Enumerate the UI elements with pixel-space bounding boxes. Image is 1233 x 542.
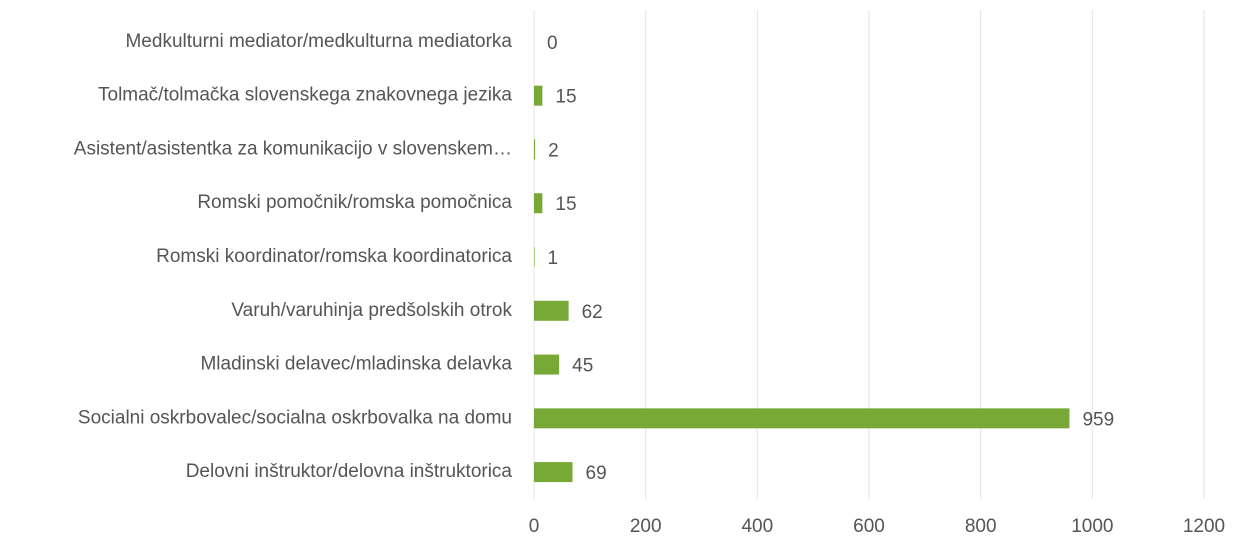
x-tick-label: 400: [741, 516, 773, 537]
y-tick-label: Tolmač/tolmačka slovenskega znakovnega j…: [98, 85, 512, 106]
y-tick-label: Romski koordinator/romska koordinatorica: [156, 246, 512, 267]
y-tick-label: Socialni oskrbovalec/socialna oskrbovalk…: [78, 407, 512, 428]
bar: [534, 193, 543, 214]
x-tick-label: 0: [529, 516, 540, 537]
data-label: 0: [547, 33, 558, 54]
bar: [534, 462, 573, 483]
bar: [534, 408, 1070, 429]
y-tick-label: Delovni inštruktor/delovna inštruktorica: [186, 461, 513, 482]
x-tick-label: 200: [630, 516, 662, 537]
data-label: 15: [555, 194, 576, 215]
x-tick-label: 600: [853, 516, 885, 537]
x-tick-label: 1000: [1071, 516, 1113, 537]
data-label: 1: [548, 248, 559, 269]
data-label: 2: [548, 140, 559, 161]
x-tick-label: 1200: [1183, 516, 1225, 537]
data-label: 15: [555, 87, 576, 108]
y-tick-label: Mladinski delavec/mladinska delavka: [200, 354, 512, 375]
y-tick-label: Varuh/varuhinja predšolskih otrok: [231, 300, 512, 321]
data-label: 69: [586, 463, 607, 484]
bar: [534, 354, 560, 375]
x-tick-label: 800: [965, 516, 997, 537]
bar: [534, 300, 569, 321]
data-label: 45: [572, 356, 593, 377]
bar: [534, 139, 536, 160]
y-tick-label: Medkulturni mediator/medkulturna mediato…: [125, 31, 512, 52]
bar: [534, 85, 543, 106]
data-label: 959: [1082, 409, 1114, 430]
bar: [534, 247, 535, 267]
y-tick-label: Romski pomočnik/romska pomočnica: [197, 192, 512, 213]
data-label: 62: [582, 302, 603, 323]
y-tick-label: Asistent/asistentka za komunikacijo v sl…: [74, 138, 512, 159]
